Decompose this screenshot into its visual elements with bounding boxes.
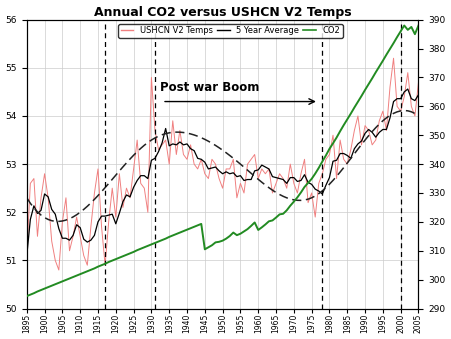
Text: Post war Boom: Post war Boom [160, 81, 260, 94]
Legend: USHCN V2 Temps, 5 Year Average, CO2: USHCN V2 Temps, 5 Year Average, CO2 [118, 24, 343, 38]
Title: Annual CO2 versus USHCN V2 Temps: Annual CO2 versus USHCN V2 Temps [94, 5, 351, 19]
